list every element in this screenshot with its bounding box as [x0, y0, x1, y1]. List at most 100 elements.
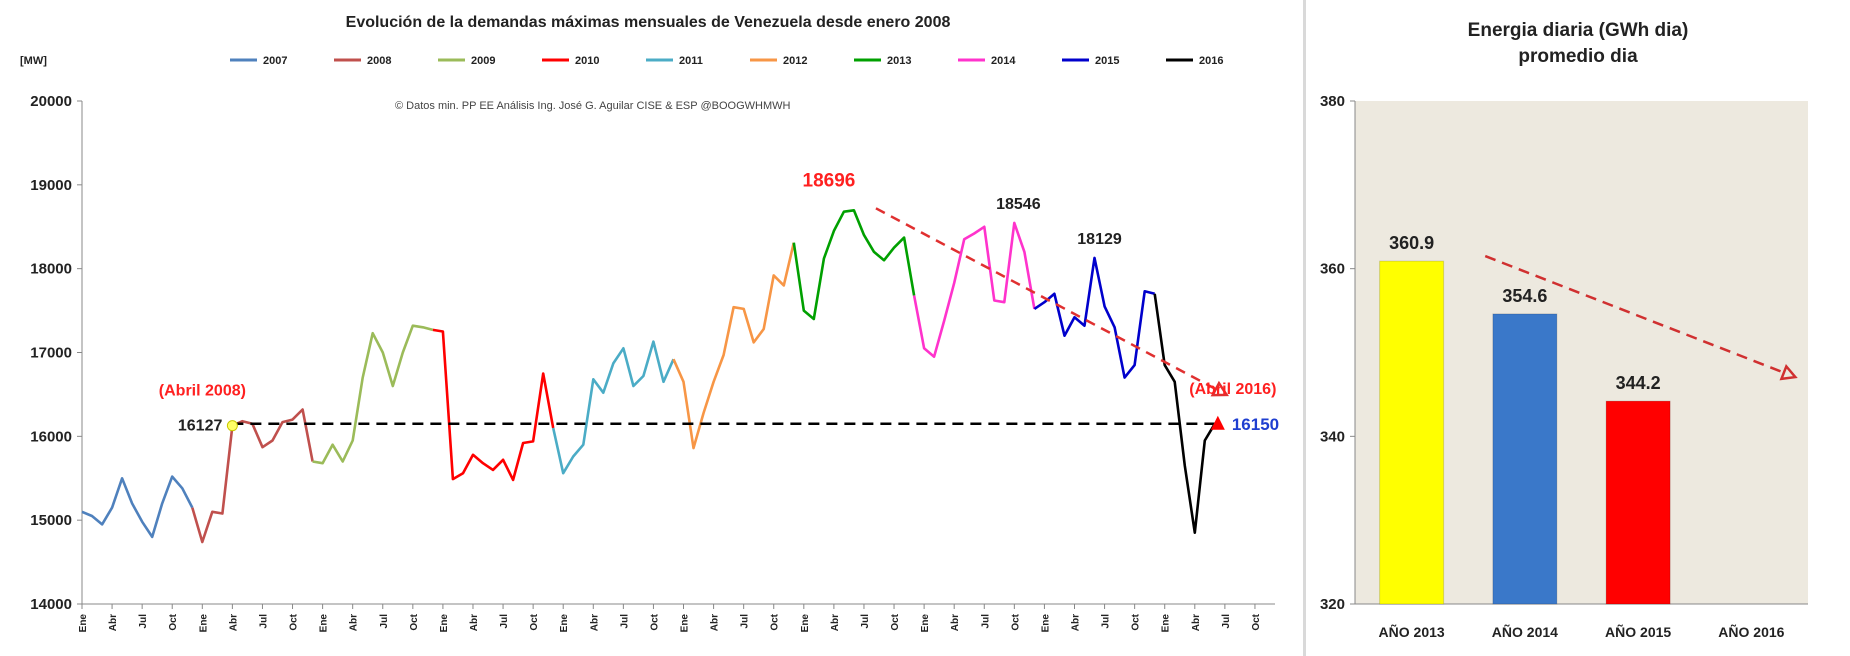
x-tick-label: Jul	[980, 614, 991, 629]
series-line-2015	[1033, 256, 1156, 379]
x-tick-label: Jul	[1101, 614, 1112, 629]
end-label: (Abril 2016)	[1189, 381, 1276, 398]
line-chart-x-axis: Ene Abr Jul Oct Ene Abr Jul Oct Ene Abr Jul Oct Ene A…	[78, 603, 1275, 633]
series-line-2007	[81, 475, 194, 539]
bar-chart-bars: 360.9 AÑO 2013 354.6 AÑO 2014 344.2 AÑO 2015 A…	[1379, 233, 1785, 640]
line-chart-legend: 2007 2008 2009 2010 2011 2012 2013 2014 2015 2016	[230, 55, 1223, 67]
x-tick-label: Jul	[499, 614, 510, 629]
x-tick-label: Jul	[138, 614, 149, 629]
legend-label-2012: 2012	[783, 55, 807, 67]
line-chart-subtitle: © Datos min. PP EE Análisis Ing. José G.…	[395, 100, 790, 112]
x-tick-label: Abr	[589, 614, 600, 631]
x-tick-label: Jul	[379, 614, 390, 629]
y-tick-label: 19000	[30, 177, 72, 194]
x-tick-label: Ene	[559, 614, 570, 633]
bar-y-tick-label: 360	[1320, 261, 1345, 278]
legend-label-2013: 2013	[887, 55, 911, 67]
x-tick-label: Abr	[228, 614, 239, 631]
bar-chart-title: Energia diaria (GWh dia)	[1468, 20, 1689, 41]
trend-arrow-line	[875, 207, 1219, 392]
x-tick-label: Oct	[890, 613, 901, 630]
end-value: 16150	[1232, 415, 1279, 434]
series-line-2012	[672, 242, 796, 450]
bar-value-label: 344.2	[1616, 373, 1661, 393]
x-tick-label: Ene	[198, 614, 209, 633]
bar-value-label: 360.9	[1389, 233, 1434, 253]
x-tick-label: Abr	[950, 614, 961, 631]
bar-trend-arrow-head	[1779, 363, 1798, 381]
y-tick-label: 18000	[30, 261, 72, 278]
x-tick-label: Ene	[319, 614, 330, 633]
trend-arrow-head	[1210, 380, 1229, 397]
x-tick-label: Abr	[1070, 614, 1081, 631]
series-line-2016	[1153, 293, 1216, 535]
bar-y-tick-label: 380	[1320, 93, 1345, 110]
bar-chart-y-axis: 320 340 360 380	[1320, 93, 1808, 613]
x-tick-label: Oct	[1010, 613, 1021, 630]
start-marker	[226, 420, 238, 432]
x-tick-label: Abr	[830, 614, 841, 631]
y-tick-label: 17000	[30, 345, 72, 362]
legend-label-2008: 2008	[367, 55, 391, 67]
x-tick-label: Ene	[78, 614, 89, 633]
x-tick-label: Oct	[289, 613, 300, 630]
series-line-2011	[551, 340, 675, 475]
legend-label-2016: 2016	[1199, 55, 1223, 67]
bar-category-label: AÑO 2013	[1379, 623, 1445, 640]
start-label: (Abril 2008)	[159, 383, 246, 400]
x-tick-label: Jul	[860, 614, 871, 629]
y-tick-label: 14000	[30, 596, 72, 613]
x-tick-label: Jul	[1221, 614, 1232, 629]
legend-label-2014: 2014	[991, 55, 1016, 67]
x-tick-label: Oct	[168, 613, 179, 630]
x-tick-label: Jul	[740, 614, 751, 629]
series-line-2013	[792, 209, 916, 321]
bar-y-tick-label: 320	[1320, 596, 1345, 613]
legend-label-2007: 2007	[263, 55, 287, 67]
x-tick-label: Abr	[710, 614, 721, 631]
x-tick-label: Ene	[1040, 614, 1051, 633]
x-tick-label: Abr	[1191, 614, 1202, 631]
x-tick-label: Oct	[529, 613, 540, 630]
peak-2015-label: 18129	[1077, 231, 1122, 248]
x-tick-label: Oct	[649, 613, 660, 630]
x-tick-label: Oct	[770, 613, 781, 630]
x-tick-label: Ene	[1161, 614, 1172, 633]
bar-category-label: AÑO 2015	[1605, 623, 1671, 640]
bar-category-label: AÑO 2016	[1718, 623, 1784, 640]
legend-label-2009: 2009	[471, 55, 495, 67]
series-line-2009	[312, 324, 434, 465]
x-tick-label: Oct	[409, 613, 420, 630]
x-tick-label: Abr	[108, 614, 119, 631]
x-tick-label: Ene	[920, 614, 931, 633]
peak-2013-label: 18696	[803, 170, 856, 191]
bar-chart-subtitle: promedio dia	[1518, 46, 1638, 67]
line-chart: Evolución de la demandas máximas mensual…	[20, 14, 1279, 632]
line-chart-series	[81, 209, 1216, 544]
legend-label-2010: 2010	[575, 55, 599, 67]
series-line-2014	[912, 221, 1036, 359]
x-tick-label: Ene	[800, 614, 811, 633]
y-tick-label: 20000	[30, 93, 72, 110]
start-value: 16127	[178, 418, 223, 435]
x-tick-label: Oct	[1131, 613, 1142, 630]
x-tick-label: Abr	[469, 614, 480, 631]
bar-0	[1379, 260, 1445, 605]
x-tick-label: Jul	[619, 614, 630, 629]
x-tick-label: Oct	[1251, 613, 1262, 630]
x-tick-label: Abr	[349, 614, 360, 631]
bar-value-label: 354.6	[1502, 286, 1547, 306]
bar-1	[1492, 313, 1558, 605]
peak-2014-label: 18546	[996, 196, 1041, 213]
bar-2	[1605, 400, 1671, 605]
bar-chart: Energia diaria (GWh dia) promedio dia 32…	[1320, 20, 1808, 640]
end-marker	[1210, 415, 1225, 430]
bar-y-tick-label: 340	[1320, 428, 1345, 445]
x-tick-label: Jul	[258, 614, 269, 629]
x-tick-label: Ene	[680, 614, 691, 633]
y-tick-label: 16000	[30, 428, 72, 445]
line-chart-title: Evolución de la demandas máximas mensual…	[346, 14, 951, 31]
y-tick-label: 15000	[30, 512, 72, 529]
legend-label-2015: 2015	[1095, 55, 1119, 67]
